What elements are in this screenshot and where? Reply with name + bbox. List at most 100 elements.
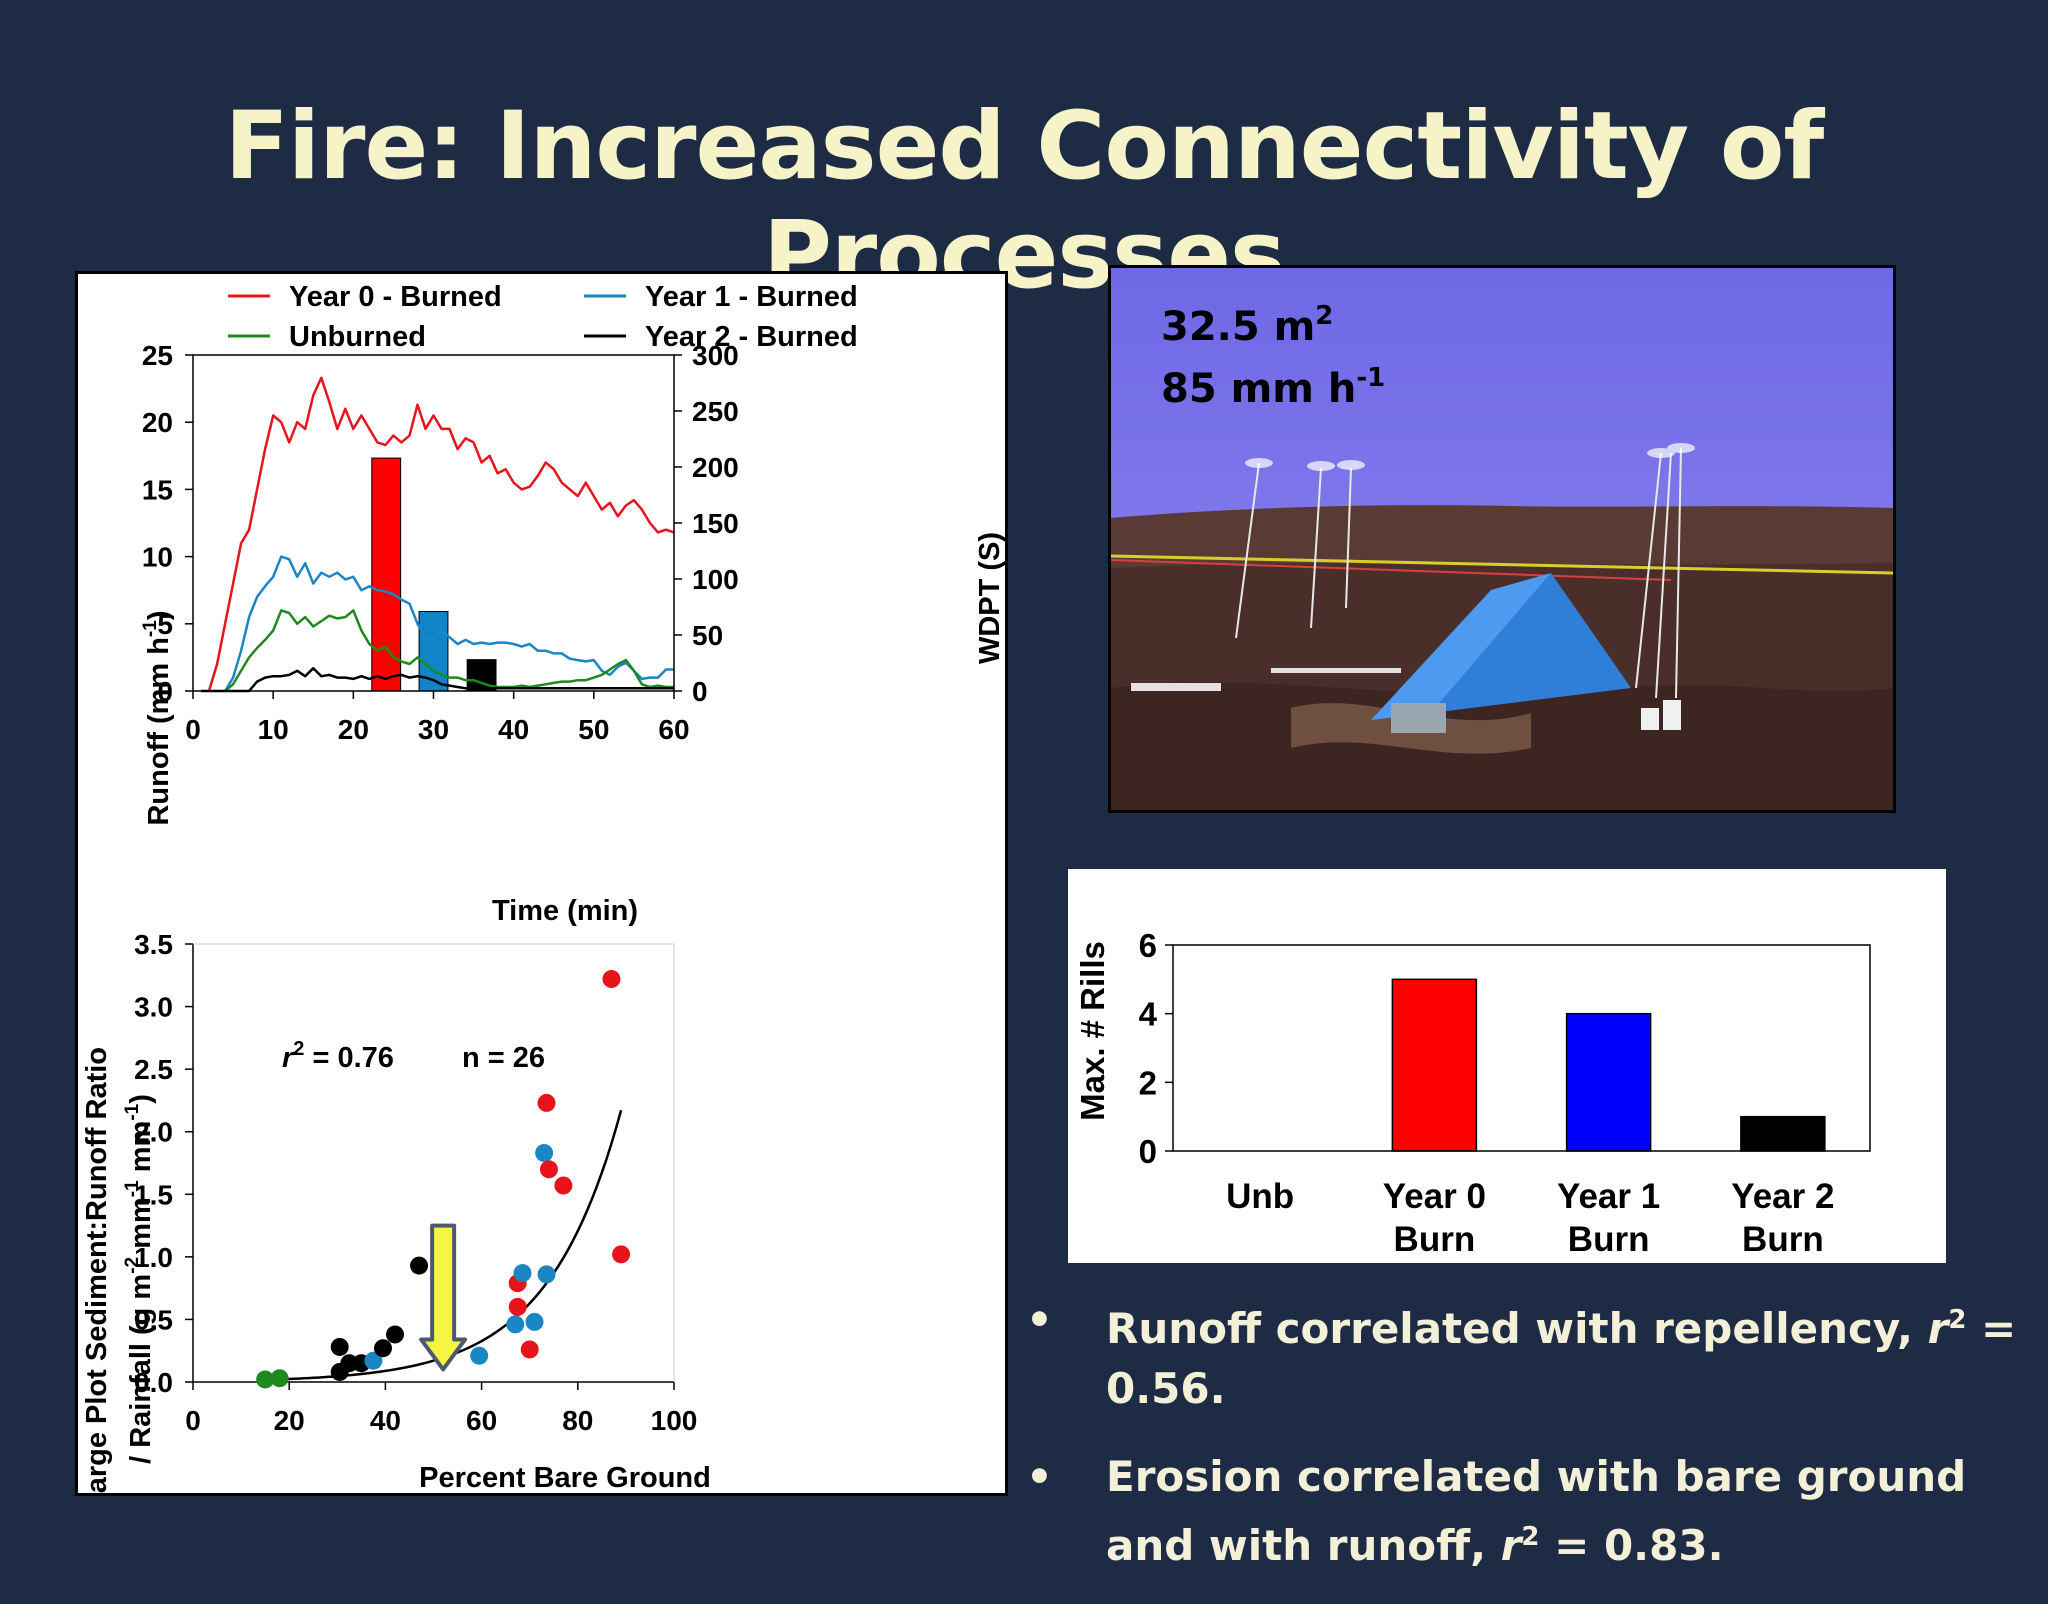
scatter-point bbox=[373, 1339, 392, 1358]
x-tick-label: 10 bbox=[258, 714, 289, 745]
rainfall-simulator-photo: 32.5 m2 85 mm h-1 bbox=[1108, 265, 1896, 813]
bullet-marker: • bbox=[1026, 1295, 1053, 1344]
rills-category-label: Year 0 bbox=[1383, 1177, 1486, 1216]
runoff-x-axis-label: Time (min) bbox=[492, 895, 638, 927]
y-tick-label: 1.0 bbox=[134, 1242, 173, 1273]
findings-list: • Runoff correlated with repellency, r2 … bbox=[1010, 1290, 2048, 1604]
rills-bar-1 bbox=[1391, 978, 1478, 1152]
rills-bar-3 bbox=[1740, 1115, 1826, 1152]
rills-bar-chart: Unb Year 0 Burn Year 1 Burn Year 2 Burn 0 2 4 6 bbox=[1139, 927, 1871, 1259]
scatter-point bbox=[535, 1143, 554, 1162]
scatter-y-axis-label-line2: / Rainfall (g m-2 mm-1 mm-1) bbox=[122, 1094, 157, 1464]
wdpt-y-axis-label: WDPT (S) bbox=[974, 532, 1005, 664]
rills-y-axis-label: Max. # Rills bbox=[1074, 941, 1111, 1121]
y-tick-label: 0 bbox=[157, 676, 173, 707]
x-tick-label: 50 bbox=[578, 714, 609, 745]
y-tick-label: 1.5 bbox=[134, 1179, 173, 1210]
y2-tick-label: 100 bbox=[692, 564, 739, 595]
y-tick-label: 2.5 bbox=[134, 1054, 173, 1085]
runoff-y-axis-label: Runoff (mm h-1) bbox=[140, 610, 175, 825]
scatter-point bbox=[539, 1160, 558, 1179]
runoff-series-2 bbox=[224, 609, 674, 692]
rills-chart-svg: Unb Year 0 Burn Year 1 Burn Year 2 Burn 0 2 4 6 Ma… bbox=[1074, 927, 1871, 1259]
legend-label-year2: Year 2 - Burned bbox=[645, 321, 858, 353]
left-charts-svg: Year 0 - Burned Unburned Year 1 - Burned… bbox=[81, 281, 1006, 1511]
rills-category-label: Burn bbox=[1394, 1220, 1476, 1259]
rills-bar-2 bbox=[1565, 1012, 1652, 1152]
scatter-x-axis-label: Percent Bare Ground bbox=[419, 1462, 711, 1493]
sediment-scatter-chart: 0 20 40 60 80 100 0.0 0.5 1.0 1.5 2.0 2.5 3.0 3.5 bbox=[134, 929, 697, 1436]
y2-tick-label: 200 bbox=[692, 452, 739, 483]
wdpt-bar-2 bbox=[466, 659, 497, 692]
x-tick-label: 60 bbox=[466, 1405, 497, 1436]
rills-category-label: Year 2 bbox=[1731, 1177, 1834, 1216]
left-chart-panel: Year 0 - Burned Unburned Year 1 - Burned… bbox=[75, 271, 1008, 1511]
x-tick-label: 0 bbox=[185, 1405, 201, 1436]
threshold-arrow bbox=[419, 1223, 468, 1372]
y2-tick-label: 250 bbox=[692, 396, 739, 427]
scatter-point bbox=[513, 1264, 532, 1283]
x-tick-label: 60 bbox=[658, 714, 689, 745]
y-tick-label: 0.5 bbox=[134, 1304, 173, 1335]
runoff-series-3 bbox=[201, 666, 674, 693]
n-annotation: n = 26 bbox=[462, 1042, 545, 1074]
scatter-point bbox=[270, 1369, 289, 1388]
x-tick-label: 20 bbox=[274, 1405, 305, 1436]
runoff-legend: Year 0 - Burned Unburned Year 1 - Burned… bbox=[228, 281, 858, 353]
wdpt-bar-1 bbox=[418, 610, 449, 692]
y-tick-label: 5 bbox=[157, 609, 173, 640]
rills-category-label: Burn bbox=[1568, 1220, 1650, 1259]
y-tick-label: 20 bbox=[142, 407, 173, 438]
scatter-point bbox=[470, 1346, 489, 1365]
y2-tick-label: 0 bbox=[692, 676, 708, 707]
plot-area-label: 32.5 m2 bbox=[1161, 301, 1333, 350]
photo-illustration: 32.5 m2 85 mm h-1 bbox=[1111, 268, 1893, 810]
finding-runoff: • Runoff correlated with repellency, r2 … bbox=[1010, 1290, 2048, 1419]
y-tick-label: 2.0 bbox=[134, 1117, 173, 1148]
scatter-y-axis-label-line1: Large Plot Sediment:Runoff Ratio bbox=[81, 1047, 113, 1493]
scatter-point bbox=[520, 1340, 539, 1359]
legend-label-year0: Year 0 - Burned bbox=[289, 281, 502, 313]
x-tick-label: 40 bbox=[498, 714, 529, 745]
bullet-marker: • bbox=[1026, 1452, 1053, 1501]
runoff-chart: 0 10 20 30 40 50 60051015202505010015020025030… bbox=[142, 340, 739, 745]
runoff-series-0 bbox=[207, 376, 675, 692]
y2-tick-label: 300 bbox=[692, 340, 739, 371]
finding-erosion: • Erosion correlated with bare ground an… bbox=[1010, 1447, 2048, 1576]
rills-plot-frame bbox=[1172, 944, 1871, 1152]
wdpt-bar-0 bbox=[371, 457, 402, 692]
rills-category-label: Burn bbox=[1742, 1220, 1824, 1259]
slide-title: Fire: Increased Connectivity of Processe… bbox=[224, 92, 1825, 310]
scatter-point bbox=[612, 1245, 631, 1264]
scatter-point bbox=[364, 1351, 383, 1370]
y-tick-label: 25 bbox=[142, 340, 173, 371]
rills-chart-panel: Unb Year 0 Burn Year 1 Burn Year 2 Burn 0 2 4 6 Ma… bbox=[1068, 869, 1946, 1263]
scatter-point bbox=[256, 1370, 275, 1389]
scatter-point bbox=[410, 1256, 429, 1275]
runoff-series-1 bbox=[224, 555, 674, 692]
legend-label-unburned: Unburned bbox=[289, 321, 426, 353]
scatter-point bbox=[537, 1265, 556, 1284]
y-tick-label: 10 bbox=[142, 542, 173, 573]
y2-tick-label: 50 bbox=[692, 620, 723, 651]
y2-tick-label: 150 bbox=[692, 508, 739, 539]
x-tick-label: 80 bbox=[562, 1405, 593, 1436]
rills-category-label: Unb bbox=[1226, 1177, 1294, 1216]
y-tick-label: 0 bbox=[1139, 1133, 1157, 1170]
y-tick-label: 2 bbox=[1139, 1064, 1157, 1101]
legend-label-year1: Year 1 - Burned bbox=[645, 281, 858, 313]
scatter-point bbox=[537, 1093, 556, 1112]
y-tick-label: 3.5 bbox=[134, 929, 173, 960]
y-tick-label: 15 bbox=[142, 474, 173, 505]
x-tick-label: 40 bbox=[370, 1405, 401, 1436]
r-squared-annotation: r2 = 0.76 bbox=[282, 1038, 394, 1074]
x-tick-label: 20 bbox=[338, 714, 369, 745]
scatter-point bbox=[386, 1325, 405, 1344]
y-tick-label: 4 bbox=[1139, 996, 1158, 1033]
x-tick-label: 100 bbox=[651, 1405, 698, 1436]
scatter-point bbox=[525, 1312, 544, 1331]
scatter-point bbox=[602, 970, 621, 989]
y-tick-label: 6 bbox=[1139, 927, 1157, 964]
rills-category-label: Year 1 bbox=[1557, 1177, 1660, 1216]
rain-intensity-label: 85 mm h-1 bbox=[1161, 363, 1385, 412]
